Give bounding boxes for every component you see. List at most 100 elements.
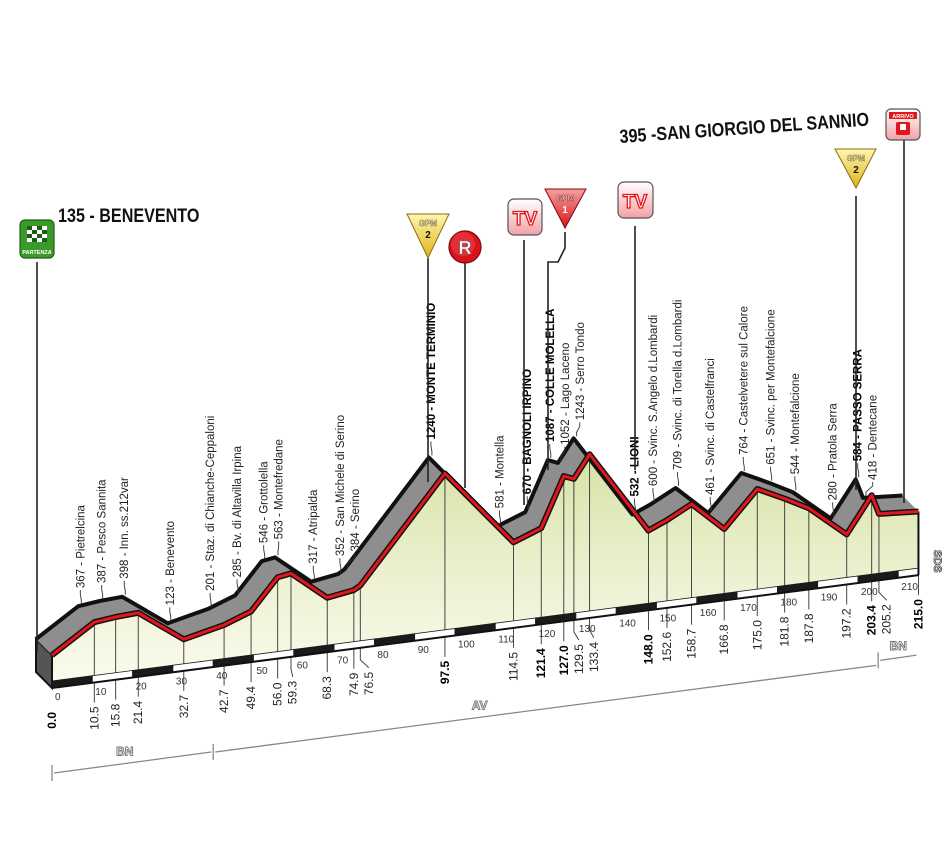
province-label: AV	[472, 698, 488, 712]
place-label: 581 - Montella	[494, 435, 506, 508]
km-labels: 0.0 10.5 15.8 21.4 32.7 42.7 49.4 56.0 59.3 68.3 7…	[45, 599, 925, 730]
km-tick-label: 180	[780, 598, 797, 609]
place-label: 546 - Grottolella	[259, 461, 271, 543]
km-label: 114.5	[506, 652, 520, 681]
place-label: 352 - San Michele di Serino	[335, 415, 347, 556]
km-label: 0.0	[45, 712, 59, 729]
place-label: 544 - Montefalcione	[790, 373, 802, 474]
place-label: 317 - Atripalda	[308, 489, 320, 564]
gpm-1-icon: GPM 1	[544, 188, 587, 230]
place-label-leader	[677, 472, 680, 487]
km-leader-line	[589, 454, 595, 639]
km-label: 97.5	[438, 660, 452, 684]
km-label: 21.4	[131, 700, 145, 724]
gpm-category: 2	[853, 165, 859, 176]
gpm-category: 1	[562, 205, 568, 216]
place-label-leader	[339, 558, 342, 573]
arrivo-icon: ARRIVO	[885, 108, 921, 141]
place-label-leader	[633, 498, 636, 513]
place-label: 201 - Staz. di Chianche-Ceppaloni	[205, 416, 217, 591]
profile-ridge-line	[34, 436, 903, 641]
partenza-icon: PARTENZA	[19, 219, 55, 259]
place-label-leader	[549, 444, 552, 459]
place-label-leader	[430, 441, 433, 456]
km-tick-label: 110	[498, 634, 514, 645]
place-label-leader	[526, 496, 529, 511]
km-tick-label: 30	[176, 676, 188, 687]
marker-leaders	[36, 140, 905, 652]
sprint-r-icon: R	[448, 230, 482, 264]
place-label-leader	[857, 463, 860, 478]
place-label: 584 - PASSO SERRA	[853, 349, 865, 461]
km-label: 56.0	[271, 682, 285, 706]
place-label-leader	[794, 476, 797, 491]
km-label: 148.0	[641, 634, 655, 664]
gpm-text: GPM	[556, 194, 575, 203]
province-line	[215, 664, 877, 753]
gpm-text: GPM	[847, 154, 866, 163]
place-label-leader	[709, 497, 712, 512]
km-tick-label: 70	[337, 655, 349, 666]
km-leader-line	[573, 478, 580, 641]
place-label: 600 - Svinc. S.Angelo d.Lombardi	[648, 315, 660, 486]
place-label-leader	[79, 590, 82, 605]
place-label: 670 - BAGNOLI IRPINO	[522, 369, 534, 494]
province-line	[880, 654, 917, 662]
arrivo-text: ARRIVO	[892, 114, 914, 120]
km-tick-label: 80	[377, 650, 389, 661]
place-label: 563 - Montefredane	[274, 439, 286, 539]
km-label: 175.0	[750, 620, 764, 650]
km-label: 121.4	[534, 648, 548, 678]
km-leader-lines	[93, 454, 919, 703]
place-label-leader	[263, 545, 266, 560]
km-label: 42.7	[217, 689, 231, 713]
place-label: 1052 - Lago Laceno	[560, 343, 572, 445]
place-label-leader	[576, 422, 581, 437]
km-label: 10.5	[87, 706, 101, 730]
km-tick-label: 160	[700, 608, 717, 619]
km-label: 15.8	[109, 703, 123, 727]
place-label-leader	[742, 456, 745, 471]
place-label-leader	[652, 488, 655, 503]
end-province-tag: SDS	[931, 550, 943, 573]
place-label: 285 - Bv. di Altavilla Irpina	[232, 445, 244, 577]
place-label: 418 - Dentecane	[868, 395, 880, 480]
place-label: 367 - Pietrelcina	[75, 504, 87, 588]
km-label: 187.8	[802, 613, 816, 643]
km-tick-label: 100	[458, 640, 475, 651]
km-label: 49.4	[244, 686, 258, 710]
km-label: 205.2	[880, 604, 894, 634]
partenza-text: PARTENZA	[22, 250, 52, 256]
tv-text: TV	[513, 209, 538, 230]
place-label: 461 - Svinc. di Castelfranci	[705, 358, 717, 495]
km-tick-label: 140	[619, 619, 636, 630]
place-label: 123 - Benevento	[165, 521, 177, 605]
start-title: 135 - BENEVENTO	[58, 205, 199, 227]
tv-icon: TV	[617, 181, 654, 219]
province-label: BN	[890, 639, 907, 653]
province-bands: BN AV BN	[51, 638, 917, 781]
place-label-leader	[770, 466, 773, 481]
km-label: 68.3	[320, 676, 334, 700]
profile-ridge	[34, 436, 919, 658]
km-tick-label: 200	[861, 587, 878, 598]
place-label: 384 - Serino	[350, 489, 362, 552]
km-label: 158.7	[685, 628, 699, 658]
place-label-leader	[346, 553, 356, 568]
place-label: 651 - Svinc. per Montefalcione	[766, 309, 778, 464]
place-label-leader	[123, 580, 126, 595]
gpm-category: 2	[425, 230, 431, 241]
km-label: 74.9	[347, 672, 361, 696]
place-label-leader	[498, 510, 501, 525]
province-label: BN	[116, 745, 133, 759]
place-label: 387 - Pesco Sannita	[97, 479, 109, 583]
km-label: 59.3	[286, 681, 300, 705]
place-label: 1243 - Serro Tondo	[575, 322, 587, 420]
km-label: 215.0	[911, 599, 925, 629]
place-label-leader	[236, 579, 239, 594]
baseline	[51, 574, 919, 689]
km-tick-label: 150	[660, 613, 677, 624]
km-label: 152.6	[660, 632, 674, 662]
km-leader-line	[290, 573, 294, 677]
